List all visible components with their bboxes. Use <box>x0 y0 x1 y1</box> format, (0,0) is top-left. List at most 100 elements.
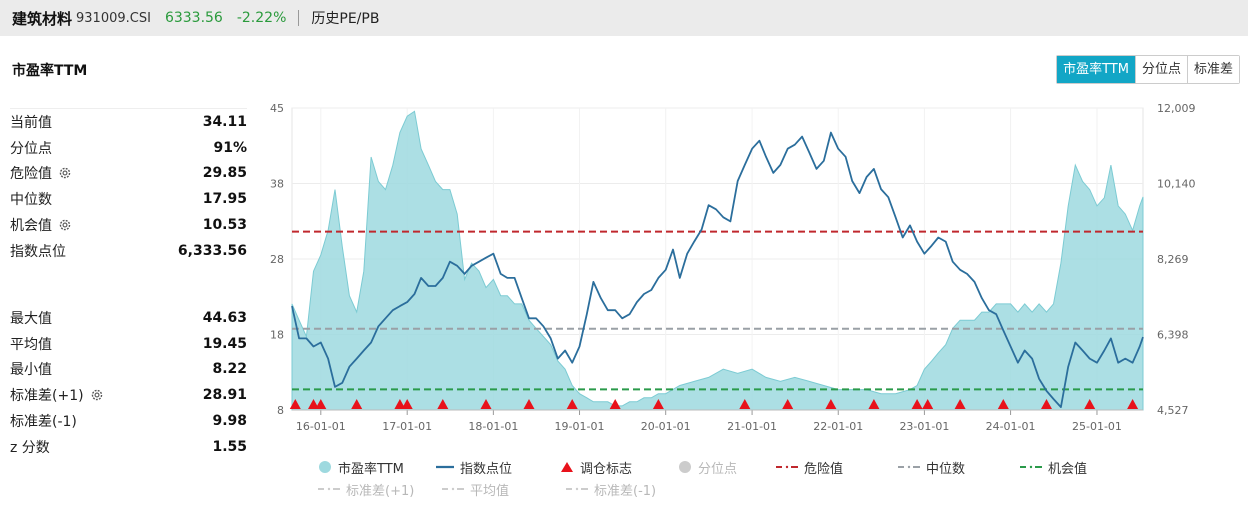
rebalance-marker <box>351 399 363 409</box>
legend-pe-ttm-symbol <box>318 460 332 474</box>
legend-average[interactable]: 平均值 <box>442 480 566 499</box>
tab-percentile[interactable]: 分位点 <box>1135 56 1188 83</box>
stat-label-text: 最大值 <box>10 310 52 327</box>
legend-median[interactable]: 中位数 <box>898 458 1020 477</box>
stat-label-text: 平均值 <box>10 336 52 353</box>
stat-label-text: 标准差(-1) <box>10 414 77 431</box>
rebalance-marker <box>782 399 794 409</box>
legend-opportunity-label: 机会值 <box>1048 461 1088 477</box>
stat-value: 1.55 <box>212 438 247 455</box>
legend-pe-ttm[interactable]: 市盈率TTM <box>318 458 436 477</box>
legend-percentile-symbol <box>678 460 692 474</box>
stat-row: 标准差(-1) 9.98 <box>10 408 247 434</box>
stat-label: 平均值 <box>10 334 52 354</box>
legend-rebalance[interactable]: 调仓标志 <box>560 458 678 477</box>
chart-legend: 市盈率TTM 指数点位 调仓标志 分位点 危险值 中位数 机会值 标准差(+1) 平均值 标准差… <box>318 456 1138 500</box>
legend-rebalance-symbol <box>560 461 574 473</box>
history-pe-pb-link[interactable]: 历史PE/PB <box>311 11 380 27</box>
left-axis-tick: 8 <box>277 404 284 417</box>
left-axis-tick: 18 <box>270 329 284 342</box>
left-axis-tick: 45 <box>270 102 284 115</box>
stat-label: 标准差(+1) <box>10 385 104 405</box>
left-axis-tick: 28 <box>270 253 284 266</box>
rebalance-marker <box>825 399 837 409</box>
rebalance-marker <box>911 399 923 409</box>
stat-label: 危险值 <box>10 163 72 183</box>
legend-percentile[interactable]: 分位点 <box>678 458 776 477</box>
legend-std-plus-label: 标准差(+1) <box>346 483 415 499</box>
x-axis-tick: 16-01-01 <box>296 420 346 433</box>
legend-std-plus[interactable]: 标准差(+1) <box>318 480 442 499</box>
rebalance-marker <box>308 399 319 409</box>
right-axis-tick: 4,527 <box>1157 404 1189 417</box>
stat-label-text: 中位数 <box>10 192 52 209</box>
rebalance-marker <box>523 399 535 409</box>
tab-std-dev[interactable]: 标准差 <box>1187 56 1239 83</box>
legend-opportunity[interactable]: 机会值 <box>1020 458 1138 477</box>
stat-row: 当前值 34.11 <box>10 109 247 135</box>
legend-danger-label: 危险值 <box>804 461 844 477</box>
gear-icon[interactable] <box>58 166 72 180</box>
stat-value: 19.45 <box>202 335 247 352</box>
x-axis-tick: 24-01-01 <box>986 420 1036 433</box>
stat-row: z 分数 1.55 <box>10 434 247 460</box>
x-axis-tick: 17-01-01 <box>382 420 432 433</box>
gear-icon[interactable] <box>58 218 72 232</box>
index-points-line <box>291 131 1144 408</box>
right-axis-tick: 10,140 <box>1157 178 1196 191</box>
metric-tabs: 市盈率TTM 分位点 标准差 <box>1056 55 1240 84</box>
rebalance-marker <box>315 399 327 409</box>
x-axis-tick: 21-01-01 <box>727 420 777 433</box>
x-axis-tick: 20-01-01 <box>641 420 691 433</box>
stat-label-text: 机会值 <box>10 218 52 235</box>
stat-label-text: 分位点 <box>10 140 52 157</box>
legend-std-minus-label: 标准差(-1) <box>594 483 657 499</box>
rebalance-marker <box>1127 399 1139 409</box>
stat-value: 44.63 <box>202 309 247 326</box>
legend-rebalance-label: 调仓标志 <box>580 461 633 477</box>
stat-label-text: z 分数 <box>10 439 50 456</box>
header-divider <box>298 10 300 26</box>
legend-danger[interactable]: 危险值 <box>776 458 898 477</box>
legend-index-points[interactable]: 指数点位 <box>436 458 560 477</box>
section-title: 市盈率TTM <box>12 63 88 79</box>
rebalance-marker <box>480 399 492 409</box>
stat-row: 最小值 8.22 <box>10 357 247 383</box>
legend-median-label: 中位数 <box>926 461 966 477</box>
x-axis-tick: 19-01-01 <box>555 420 605 433</box>
pe-ttm-area <box>291 110 1144 411</box>
right-axis-tick: 12,009 <box>1157 102 1196 115</box>
rebalance-marker <box>437 399 449 409</box>
right-axis-tick: 6,398 <box>1157 329 1189 342</box>
stat-row: 危险值 29.85 <box>10 161 247 187</box>
legend-median-symbol <box>898 461 920 473</box>
stat-row: 分位点 91% <box>10 135 247 161</box>
legend-opportunity-symbol <box>1020 461 1042 473</box>
stat-value: 28.91 <box>202 387 247 404</box>
stat-label-text: 指数点位 <box>10 243 66 260</box>
stat-label: 指数点位 <box>10 241 66 261</box>
gear-icon[interactable] <box>90 388 104 402</box>
stat-value: 29.85 <box>202 165 247 182</box>
stat-label: 最大值 <box>10 308 52 328</box>
rebalance-marker <box>401 399 413 409</box>
header-bar: 建筑材料 931009.CSI 6333.56 -2.22% 历史PE/PB <box>0 0 1248 36</box>
index-code: 931009.CSI <box>76 10 151 26</box>
stat-row: 平均值 19.45 <box>10 331 247 357</box>
rebalance-marker <box>922 399 934 409</box>
stat-label-text: 标准差(+1) <box>10 388 84 405</box>
legend-danger-symbol <box>776 461 798 473</box>
legend-std-minus[interactable]: 标准差(-1) <box>566 480 690 499</box>
legend-average-symbol <box>442 483 464 495</box>
stat-value: 10.53 <box>202 217 247 234</box>
stat-row: 最大值 44.63 <box>10 305 247 331</box>
right-axis-tick: 8,269 <box>1157 253 1189 266</box>
legend-pe-ttm-label: 市盈率TTM <box>338 461 404 477</box>
tab-pe-ttm[interactable]: 市盈率TTM <box>1057 56 1136 83</box>
rebalance-marker <box>289 399 301 409</box>
stats-panel-summary: 最大值 44.63 平均值 19.45 最小值 8.22 标准差(+1) 28.91 标准差(-… <box>10 305 247 460</box>
stat-row: 指数点位 6,333.56 <box>10 238 247 264</box>
stat-label: 中位数 <box>10 189 52 209</box>
rebalance-marker <box>1084 399 1096 409</box>
stat-value: 8.22 <box>212 361 247 378</box>
